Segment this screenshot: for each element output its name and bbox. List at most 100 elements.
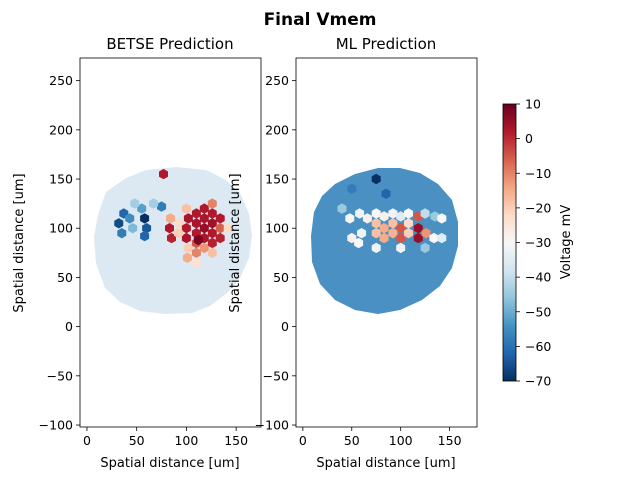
ml-y-tick-label: 0 xyxy=(281,319,289,334)
betse-cell xyxy=(166,213,175,224)
ml-x-tick-label: 50 xyxy=(344,433,360,448)
ml-cell xyxy=(430,211,440,222)
betse-cell xyxy=(193,234,203,246)
ml-y-tick-label: 200 xyxy=(265,122,289,137)
betse-cell xyxy=(142,223,152,234)
betse-cell xyxy=(207,218,217,229)
ml-x-tick-label: 150 xyxy=(438,433,462,448)
ml-x-tick-label: 100 xyxy=(389,433,413,448)
betse-ylabel: Spatial distance [um] xyxy=(12,173,27,312)
betse-cell xyxy=(207,208,217,219)
betse-cell xyxy=(174,218,184,229)
betse-cell xyxy=(199,203,209,214)
ml-y-tick-label: 250 xyxy=(265,73,289,88)
betse-cell xyxy=(149,198,159,209)
ml-cell xyxy=(381,188,391,199)
betse-cell xyxy=(117,228,127,239)
betse-xlabel: Spatial distance [um] xyxy=(100,456,239,471)
ml-cell xyxy=(413,223,423,234)
betse-cell xyxy=(191,247,201,258)
betse-axes-frame xyxy=(79,57,262,428)
ml-cell xyxy=(404,228,413,239)
colorbar-tick-label: −50 xyxy=(525,304,551,319)
betse-cell xyxy=(199,242,209,254)
ml-x-ticks: 0 50 100 150 xyxy=(299,427,462,448)
ml-cell xyxy=(420,242,430,254)
betse-cell xyxy=(215,223,225,234)
betse-cell xyxy=(140,213,150,224)
ml-cell xyxy=(396,242,406,254)
betse-x-tick-label: 100 xyxy=(174,433,198,448)
betse-cell xyxy=(182,252,192,263)
betse-cell xyxy=(183,213,193,224)
colorbar-tick-label: −10 xyxy=(525,166,551,181)
ml-title: ML Prediction xyxy=(336,35,437,53)
colorbar-tick-label: −30 xyxy=(525,235,551,250)
betse-cell xyxy=(207,247,217,258)
betse-cell xyxy=(191,257,201,268)
ml-xlabel: Spatial distance [um] xyxy=(316,456,455,471)
ml-y-tick-label: −50 xyxy=(263,368,289,383)
ml-cell xyxy=(396,211,406,222)
colorbar: 10 0 −10 −20 −30 −40 −50 −60 −70 Voltage mV xyxy=(502,97,574,389)
betse-y-tick-label: 0 xyxy=(65,319,73,334)
ml-cell xyxy=(388,208,398,219)
betse-x-tick-label: 150 xyxy=(224,433,248,448)
ml-cell xyxy=(347,183,357,195)
colorbar-tick-label: −40 xyxy=(525,270,551,285)
betse-cell xyxy=(157,201,167,212)
ml-cell xyxy=(371,228,381,239)
betse-cell xyxy=(191,208,201,219)
betse-cell xyxy=(174,228,183,239)
ml-cell xyxy=(337,203,347,214)
ml-y-tick-label: −100 xyxy=(255,418,289,433)
ml-cell xyxy=(420,208,430,219)
ml-cell xyxy=(413,211,423,222)
betse-cells xyxy=(114,168,233,268)
ml-cell xyxy=(347,232,357,244)
ml-cells xyxy=(337,173,447,254)
ml-cell xyxy=(357,228,367,239)
colorbar-tick-label: −20 xyxy=(525,200,551,215)
figure-title: Final Vmem xyxy=(264,10,377,30)
colorbar-tick-label: −60 xyxy=(525,339,551,354)
ml-cell xyxy=(429,232,439,244)
ml-cell xyxy=(379,232,389,244)
ml-cell xyxy=(354,237,364,249)
ml-cell xyxy=(404,208,413,219)
betse-cell xyxy=(167,232,176,244)
betse-y-tick-label: −50 xyxy=(47,368,73,383)
betse-y-tick-label: 100 xyxy=(49,221,73,236)
ml-axes-frame xyxy=(295,57,478,428)
betse-x-tick-label: 0 xyxy=(83,433,91,448)
ml-cell xyxy=(421,228,431,239)
betse-cell xyxy=(159,168,168,180)
ml-ylabel: Spatial distance [um] xyxy=(228,173,243,312)
ml-cell xyxy=(371,242,381,254)
ml-cell xyxy=(345,213,355,224)
ml-cell xyxy=(396,223,406,234)
betse-cell xyxy=(207,198,217,209)
ml-cell xyxy=(371,208,381,219)
betse-x-tick-label: 50 xyxy=(129,433,145,448)
colorbar-tick-label: 0 xyxy=(525,131,533,146)
ml-y-tick-label: 100 xyxy=(265,221,289,236)
ml-cell xyxy=(437,232,447,244)
ml-cell xyxy=(371,173,381,185)
ml-cell xyxy=(413,232,423,244)
betse-cell xyxy=(191,218,201,229)
ml-y-tick-label: 50 xyxy=(273,270,289,285)
betse-cell xyxy=(199,223,209,234)
ml-x-tick-label: 0 xyxy=(299,433,307,448)
betse-title: BETSE Prediction xyxy=(106,35,233,53)
betse-panel: BETSE Prediction 0 50 100 150 250 200 150 100 5… xyxy=(12,35,262,471)
betse-y-tick-label: −100 xyxy=(39,418,73,433)
betse-cell xyxy=(223,223,233,234)
betse-cell xyxy=(140,230,150,242)
betse-cell xyxy=(181,232,191,244)
betse-y-ticks: 250 200 150 100 50 0 −50 −100 xyxy=(39,73,80,433)
betse-cell xyxy=(207,237,217,249)
betse-cell xyxy=(128,223,138,234)
ml-y-ticks: 250 200 150 100 50 0 −50 −100 xyxy=(255,73,296,433)
